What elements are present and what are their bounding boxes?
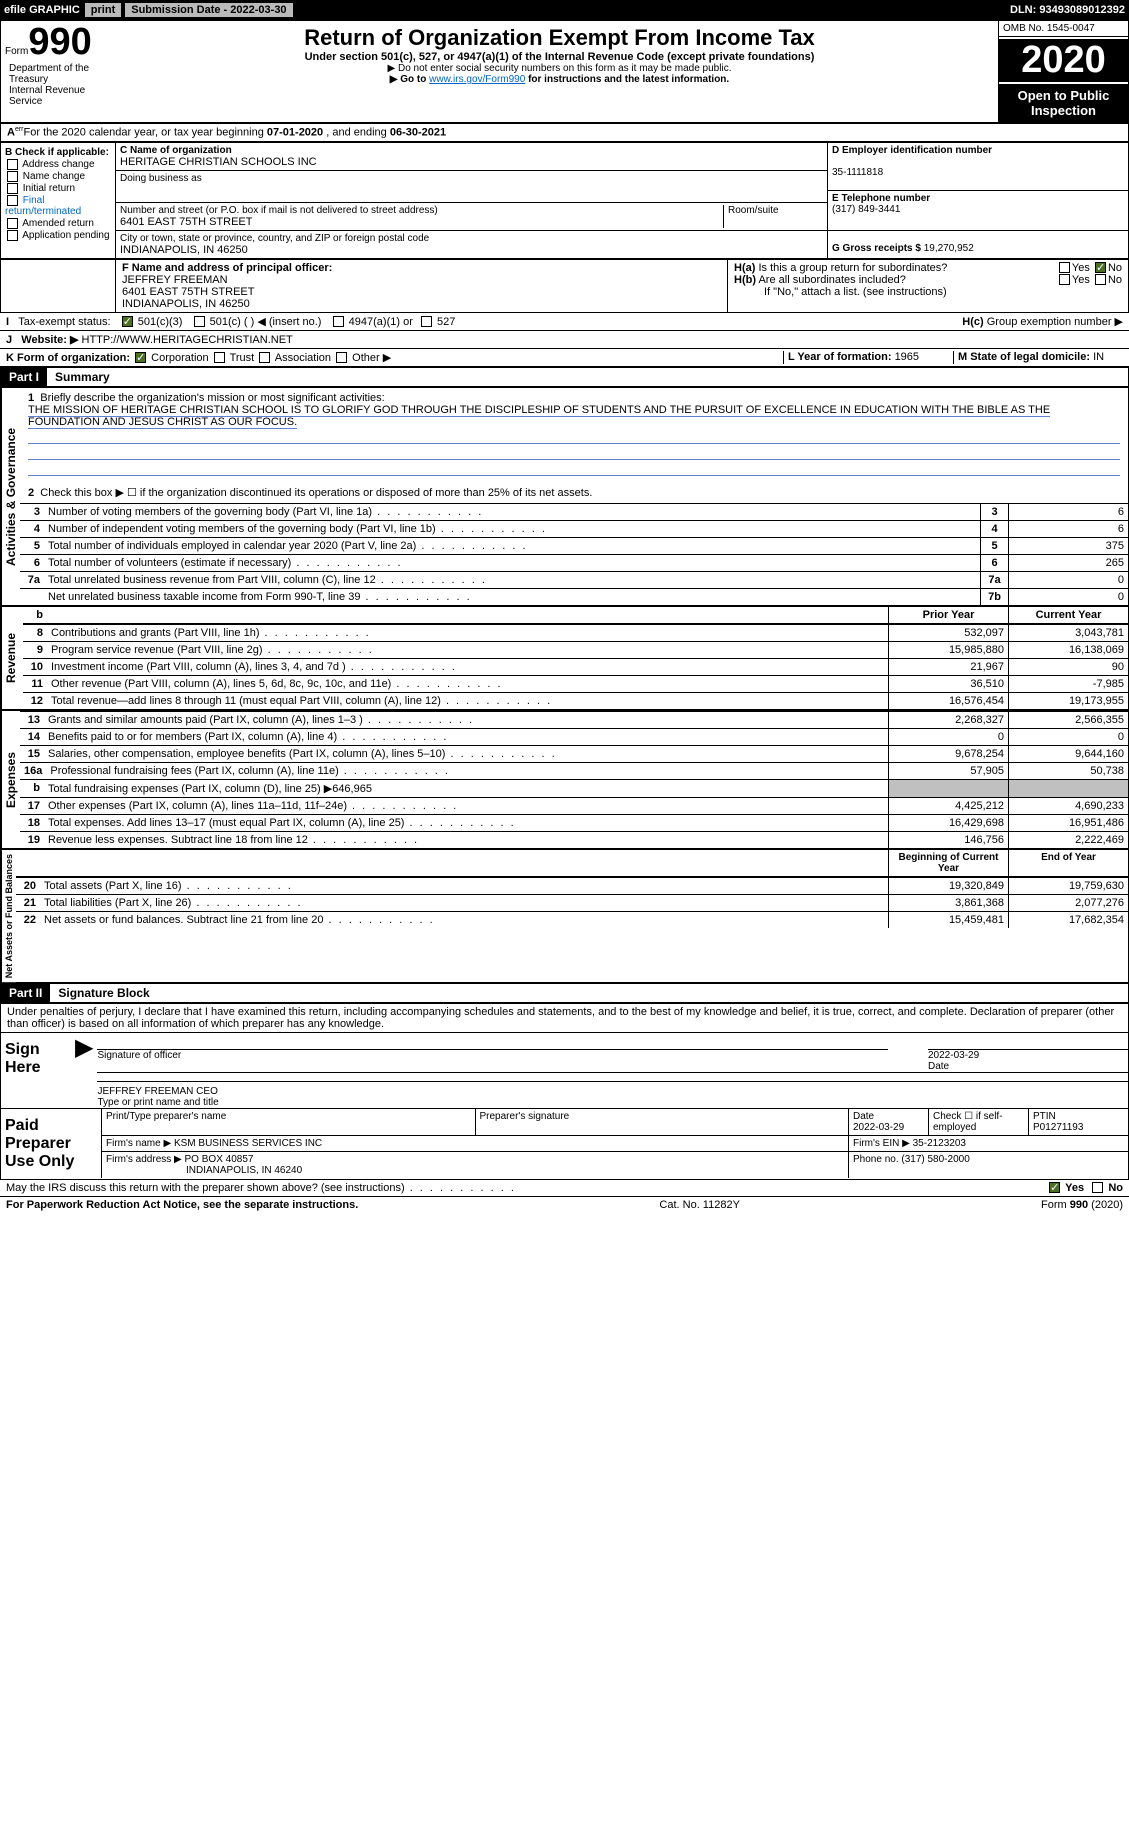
governance-label: Activities & Governance <box>1 388 20 605</box>
table-row: 4Number of independent voting members of… <box>20 520 1128 537</box>
efile-label: efile GRAPHIC <box>0 4 84 16</box>
section-deg: D Employer identification number35-11118… <box>828 143 1128 258</box>
top-toolbar: efile GRAPHIC print Submission Date - 20… <box>0 0 1129 20</box>
preparer-block: Paid Preparer Use Only Print/Type prepar… <box>1 1109 1128 1179</box>
form-header: Form990 Department of the Treasury Inter… <box>0 20 1129 123</box>
table-row: 12Total revenue—add lines 8 through 11 (… <box>23 692 1128 709</box>
arrow-icon: ▶ <box>71 1033 97 1108</box>
table-row: 13Grants and similar amounts paid (Part … <box>20 711 1128 728</box>
table-row: 9Program service revenue (Part VIII, lin… <box>23 641 1128 658</box>
table-row: Net unrelated business taxable income fr… <box>20 588 1128 605</box>
governance-section: Activities & Governance 1 Briefly descri… <box>0 387 1129 606</box>
title-area: Return of Organization Exempt From Incom… <box>121 21 998 122</box>
section-fh: F Name and address of principal officer:… <box>0 259 1129 313</box>
expenses-label: Expenses <box>1 711 20 848</box>
header-grid: B Check if applicable: Address change Na… <box>0 142 1129 259</box>
table-row: 22Net assets or fund balances. Subtract … <box>16 911 1128 928</box>
sign-here-label: Sign Here <box>1 1033 71 1108</box>
page-footer: For Paperwork Reduction Act Notice, see … <box>0 1197 1129 1213</box>
table-row: 20Total assets (Part X, line 16) 19,320,… <box>16 877 1128 894</box>
part1-header: Part I Summary <box>0 367 1129 387</box>
table-row: 17Other expenses (Part IX, column (A), l… <box>20 797 1128 814</box>
prior-year-header: Prior Year <box>888 607 1008 623</box>
section-a: AerrFor the 2020 calendar year, or tax y… <box>0 123 1129 142</box>
revenue-section: Revenue b Prior Year Current Year 8Contr… <box>0 606 1129 710</box>
table-row: 16aProfessional fundraising fees (Part I… <box>20 762 1128 779</box>
netassets-label: Net Assets or Fund Balances <box>1 850 16 982</box>
form-note1: ▶ Do not enter social security numbers o… <box>125 63 994 74</box>
current-year-header: Current Year <box>1008 607 1128 623</box>
print-button[interactable]: print <box>84 2 122 18</box>
form-number-box: Form990 Department of the Treasury Inter… <box>1 21 121 122</box>
netassets-section: Net Assets or Fund Balances Beginning of… <box>0 849 1129 983</box>
table-row: 11Other revenue (Part VIII, column (A), … <box>23 675 1128 692</box>
expenses-section: Expenses 13Grants and similar amounts pa… <box>0 710 1129 849</box>
omb-number: OMB No. 1545-0047 <box>999 21 1128 37</box>
table-row: 7aTotal unrelated business revenue from … <box>20 571 1128 588</box>
declaration: Under penalties of perjury, I declare th… <box>0 1003 1129 1032</box>
part2-header: Part II Signature Block <box>0 983 1129 1003</box>
section-i: I Tax-exempt status: 501(c)(3) 501(c) ( … <box>0 313 1129 331</box>
dept-label: Department of the Treasury Internal Reve… <box>5 61 117 109</box>
table-row: 21Total liabilities (Part X, line 26) 3,… <box>16 894 1128 911</box>
table-row: bTotal fundraising expenses (Part IX, co… <box>20 779 1128 797</box>
eoy-header: End of Year <box>1008 850 1128 876</box>
form-note2: ▶ Go to www.irs.gov/Form990 for instruct… <box>125 74 994 85</box>
table-row: 19Revenue less expenses. Subtract line 1… <box>20 831 1128 848</box>
paid-preparer-label: Paid Preparer Use Only <box>1 1109 101 1179</box>
section-c: C Name of organizationHERITAGE CHRISTIAN… <box>116 143 828 258</box>
table-row: 6Total number of volunteers (estimate if… <box>20 554 1128 571</box>
table-row: 14Benefits paid to or for members (Part … <box>20 728 1128 745</box>
table-row: 3Number of voting members of the governi… <box>20 503 1128 520</box>
table-row: 8Contributions and grants (Part VIII, li… <box>23 624 1128 641</box>
section-b: B Check if applicable: Address change Na… <box>1 143 116 258</box>
table-row: 15Salaries, other compensation, employee… <box>20 745 1128 762</box>
table-row: 18Total expenses. Add lines 13–17 (must … <box>20 814 1128 831</box>
table-row: 5Total number of individuals employed in… <box>20 537 1128 554</box>
tax-year: 2020 <box>999 37 1128 84</box>
dln: DLN: 93493089012392 <box>1006 4 1129 16</box>
open-inspection: Open to Public Inspection <box>999 84 1128 122</box>
signature-block: Sign Here ▶ Signature of officer 2022-03… <box>0 1032 1129 1180</box>
section-klm: K Form of organization: Corporation Trus… <box>0 349 1129 367</box>
table-row: 10Investment income (Part VIII, column (… <box>23 658 1128 675</box>
submission-date: Submission Date - 2022-03-30 <box>124 2 293 18</box>
year-box: OMB No. 1545-0047 2020 Open to Public In… <box>998 21 1128 122</box>
discuss-line: May the IRS discuss this return with the… <box>0 1180 1129 1197</box>
section-j: J Website: ▶ HTTP://WWW.HERITAGECHRISTIA… <box>0 331 1129 349</box>
line-b-marker: b <box>23 607 47 623</box>
boy-header: Beginning of Current Year <box>888 850 1008 876</box>
instructions-link[interactable]: www.irs.gov/Form990 <box>429 74 525 85</box>
mission-block: 1 Briefly describe the organization's mi… <box>20 388 1128 482</box>
form-title: Return of Organization Exempt From Incom… <box>125 25 994 51</box>
revenue-label: Revenue <box>1 607 23 709</box>
form-subtitle: Under section 501(c), 527, or 4947(a)(1)… <box>125 51 994 63</box>
